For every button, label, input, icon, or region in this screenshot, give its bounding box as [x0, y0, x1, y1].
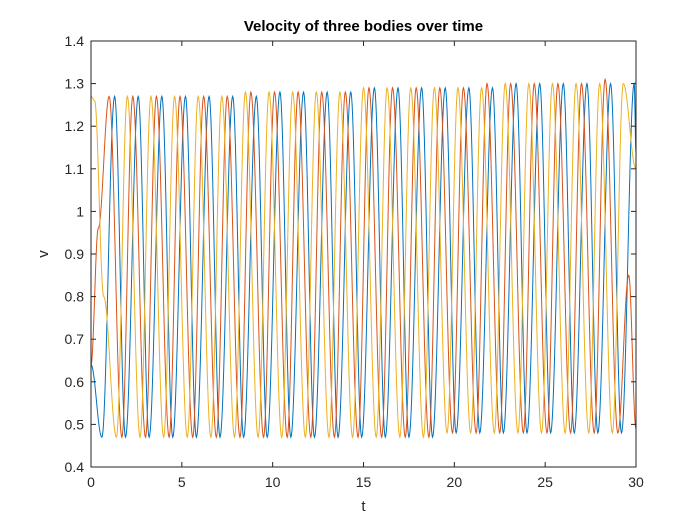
series-line-3 [90, 81, 637, 439]
y-tick-label: 0.6 [65, 374, 85, 390]
y-tick-label: 1.4 [65, 33, 85, 49]
y-tick-label: 0.7 [65, 331, 85, 347]
x-tick-label: 20 [447, 474, 463, 490]
chart-title: Velocity of three bodies over time [244, 18, 483, 35]
y-tick-label: 1.2 [65, 118, 85, 134]
x-tick-label: 30 [628, 474, 644, 490]
series-line-2 [90, 77, 637, 439]
y-tick-label: 1.1 [65, 161, 85, 177]
x-tick-label: 15 [356, 474, 372, 490]
series-line-1 [90, 81, 637, 439]
y-tick-label: 0.9 [65, 246, 85, 262]
ticks-layer: 0 5 10 15 20 25 30 0.4 0.5 0.6 0.7 0.8 0.9 1 1.1 1.2 1.3… [65, 33, 644, 490]
x-tick-label: 10 [265, 474, 281, 490]
x-tick-label: 25 [537, 474, 553, 490]
y-tick-label: 0.5 [65, 416, 85, 432]
series-layer [90, 77, 637, 439]
x-axis-title: t [361, 498, 366, 515]
y-tick-label: 1.3 [65, 76, 85, 92]
y-tick-label: 1 [76, 203, 84, 219]
x-tick-label: 5 [178, 474, 186, 490]
y-tick-label: 0.8 [65, 289, 85, 305]
y-axis-title: v [35, 250, 52, 258]
x-tick-label: 0 [87, 474, 95, 490]
y-tick-label: 0.4 [65, 459, 85, 475]
